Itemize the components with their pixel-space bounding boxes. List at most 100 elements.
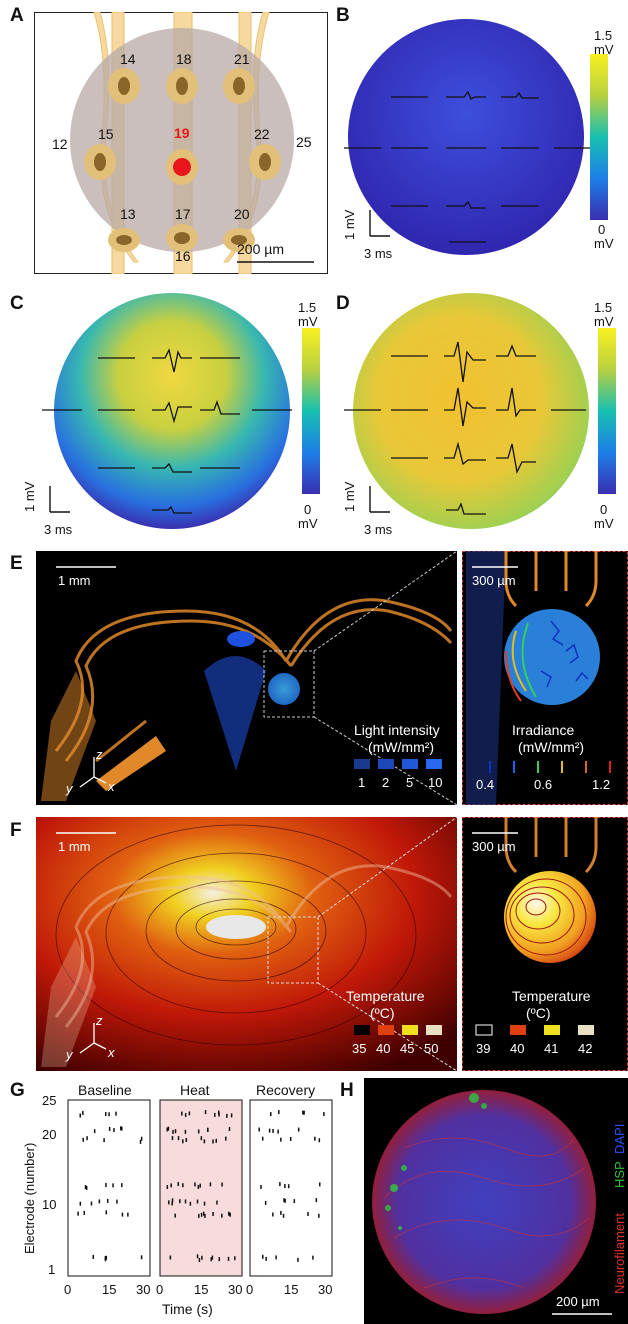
legend-val: 5 (406, 775, 413, 790)
scale-bar-label: 200 µm (556, 1294, 600, 1309)
scale-v: 1 mV (342, 209, 357, 240)
spike-tick (272, 1212, 274, 1217)
spike-tick (127, 1212, 129, 1217)
spike-tick (120, 1126, 122, 1131)
scale-inset: 300 µm (472, 573, 516, 588)
ytick: 10 (42, 1197, 56, 1212)
panel-label-e: E (10, 553, 23, 574)
spike-tick (196, 1254, 199, 1259)
spike-tick (82, 1110, 84, 1115)
spike-tick (207, 1127, 209, 1132)
raster-ylabel: Electrode (number) (22, 1143, 37, 1254)
spike-tick (211, 1255, 214, 1260)
legend-title: Temperature (346, 988, 425, 1004)
panel-h-micrograph: Neurofilament HSP DAPI 200 µm (364, 1078, 628, 1324)
xtick: 30 (318, 1282, 332, 1297)
panel-label-f: F (10, 820, 22, 841)
spike-tick (214, 1112, 216, 1117)
electrode-label: 20 (234, 206, 250, 222)
spike-tick (105, 1255, 108, 1260)
inset-val: 40 (510, 1041, 524, 1056)
spike-tick (215, 1138, 217, 1143)
spike-tick (104, 1257, 107, 1262)
legend-title: Light intensity (354, 722, 440, 738)
panel-label-d: D (336, 293, 350, 314)
axis-x: x (107, 1045, 115, 1060)
spike-tick (287, 1184, 290, 1189)
spike-tick (227, 1256, 230, 1261)
spike-tick (121, 1126, 123, 1131)
inset-title: Irradiance (512, 722, 574, 738)
spike-tick (262, 1254, 264, 1259)
axis-z: z (95, 1013, 103, 1028)
spike-tick (189, 1201, 192, 1206)
spike-tick (108, 1126, 111, 1131)
spike-tick (82, 1137, 84, 1142)
spike-tick (184, 1199, 187, 1204)
spike-tick (113, 1127, 115, 1132)
spike-tick (139, 1139, 142, 1144)
spike-tick (283, 1198, 285, 1203)
spike-tick (83, 1210, 86, 1215)
spike-tick (278, 1110, 280, 1115)
spike-tick (200, 1136, 203, 1141)
spike-tick (105, 1210, 108, 1215)
spike-tick (140, 1136, 143, 1141)
legend-val: 35 (352, 1041, 366, 1056)
spike-tick (268, 1128, 271, 1133)
spike-tick (171, 1198, 174, 1203)
panel-label-c: C (10, 293, 24, 314)
legend-val: 45 (400, 1041, 414, 1056)
legend-val: 2 (382, 775, 389, 790)
spike-tick (182, 1139, 184, 1144)
panel-d-heatmap: 1 mV 3 ms 1.5 mV 0 mV (342, 293, 616, 537)
spike-tick (297, 1127, 300, 1132)
scale-t: 3 ms (44, 522, 73, 537)
spike-tick (282, 1213, 285, 1218)
legend-val: 50 (424, 1041, 438, 1056)
electrode-label: 14 (120, 51, 136, 67)
electrode-label: 21 (234, 51, 250, 67)
panel-label-g: G (10, 1080, 25, 1101)
stain-neurofilament: Neurofilament (612, 1213, 627, 1294)
axis-y: y (65, 781, 74, 796)
cbar-max: 1.5 (594, 300, 612, 315)
spike-tick (172, 1129, 174, 1134)
xtick: 15 (194, 1282, 208, 1297)
inset-unit: (mW/mm²) (518, 739, 584, 755)
inset-val: 41 (544, 1041, 558, 1056)
panel-b-heatmap: 1 mV 3 ms 1.5 mV 0 mV (342, 19, 614, 261)
scale-t: 3 ms (364, 522, 393, 537)
spike-tick (289, 1137, 292, 1142)
spike-tick (258, 1127, 260, 1132)
inset-val: 0.4 (476, 777, 494, 792)
xtick: 30 (228, 1282, 242, 1297)
spike-tick (177, 1136, 180, 1141)
spike-tick (98, 1199, 101, 1204)
spike-tick (84, 1185, 87, 1190)
spike-tick (188, 1111, 191, 1116)
axis-x: x (107, 779, 115, 794)
stain-dapi: DAPI (612, 1124, 627, 1154)
spike-tick (225, 1136, 227, 1141)
spike-tick (270, 1112, 272, 1117)
spike-tick (218, 1112, 220, 1117)
spike-tick (197, 1129, 200, 1134)
xtick: 0 (64, 1282, 71, 1297)
spike-tick (85, 1185, 88, 1190)
xtick: 15 (284, 1282, 298, 1297)
spike-tick (293, 1199, 296, 1204)
spike-tick (230, 1113, 233, 1118)
spike-tick (166, 1185, 169, 1190)
panel-c-heatmap: 1 mV 3 ms 1.5 mV 0 mV (22, 293, 320, 537)
spike-tick (260, 1184, 262, 1189)
spike-tick (168, 1200, 170, 1205)
spike-tick (171, 1136, 174, 1141)
spike-tick (93, 1129, 96, 1134)
ytick: 20 (42, 1127, 56, 1142)
cbar-max: 1.5 (594, 28, 612, 43)
electrode-label: 13 (120, 206, 136, 222)
spike-tick (279, 1182, 281, 1187)
spike-tick (200, 1212, 203, 1217)
spike-tick (194, 1182, 196, 1187)
